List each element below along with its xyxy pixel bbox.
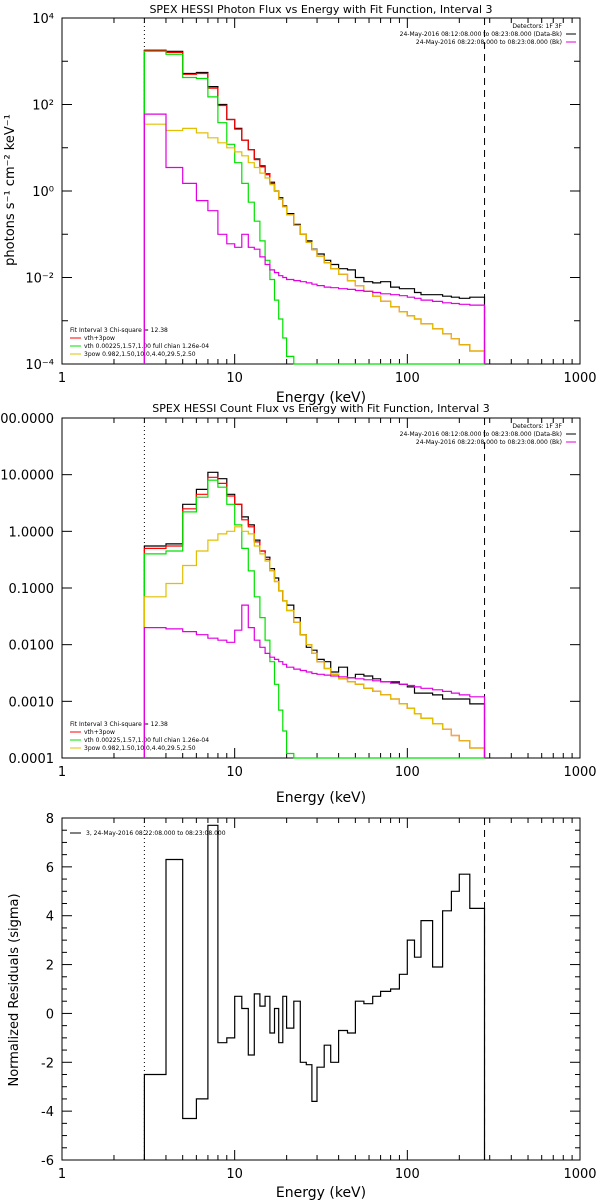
series-data — [143, 824, 486, 1160]
x-tick-label: 1 — [58, 371, 66, 386]
series-background — [143, 113, 486, 364]
x-tick-label: 1000 — [563, 371, 596, 386]
legend-tr-entry: 24-May-2016 08:22:08.000 to 08:23:08.000… — [416, 39, 562, 46]
y-tick-label: 10⁻⁴ — [25, 358, 54, 373]
y-tick-label: 10² — [32, 99, 54, 114]
legend-bl-entry: 3pow 0.982,1.50,10.0,4.40,29.5,2.50 — [84, 351, 196, 358]
y-tick-label: -6 — [41, 1154, 54, 1169]
legend-bl-entry: vth+3pow — [84, 335, 115, 342]
panel1-title: SPEX HESSI Photon Flux vs Energy with Fi… — [149, 3, 492, 16]
legend-tr-entry: 24-May-2016 08:12:08.000 to 08:23:08.000… — [400, 431, 562, 438]
plot-frame — [61, 417, 581, 759]
panel2-xlabel: Energy (keV) — [276, 790, 366, 806]
series-background — [143, 604, 486, 758]
y-tick-label: 0.0100 — [9, 639, 55, 654]
legend-tr-entry: Detectors: 1F 3F — [512, 23, 562, 30]
panel3-xlabel: Energy (keV) — [276, 1185, 366, 1200]
legend-bl-entry: Fit Interval 3 Chi-square = 12.38 — [70, 327, 168, 334]
series-thermal — [143, 50, 485, 365]
y-tick-label: 10⁰ — [32, 185, 54, 200]
plot-frame — [61, 817, 581, 1161]
series-total — [143, 50, 486, 364]
x-tick-label: 1 — [58, 765, 66, 780]
x-tick-label: 1000 — [563, 765, 596, 780]
y-tick-label: 10.0000 — [0, 469, 54, 484]
series-data — [143, 49, 486, 364]
series-nonthermal — [143, 526, 486, 758]
legend-tr-entry: Detectors: 1F 3F — [512, 423, 562, 430]
x-tick-label: 10 — [226, 765, 243, 780]
panel1-xlabel: Energy (keV) — [276, 390, 366, 406]
plot-frame — [61, 17, 581, 365]
y-tick-label: 0.0001 — [9, 752, 55, 767]
panel2-title: SPEX HESSI Count Flux vs Energy with Fit… — [152, 402, 489, 415]
legend-tr-entry: 24-May-2016 08:12:08.000 to 08:23:08.000… — [400, 31, 562, 38]
series-nonthermal — [143, 123, 486, 364]
y-tick-label: 8 — [46, 812, 54, 827]
x-tick-label: 100 — [395, 1167, 420, 1182]
series-total — [143, 476, 486, 758]
legend-bl-entry: 3pow 0.982,1.50,10.0,4.40,29.5,2.50 — [84, 745, 196, 752]
series-thermal — [143, 479, 485, 759]
y-tick-label: 4 — [46, 910, 54, 925]
y-tick-label: 0.0010 — [9, 695, 55, 710]
y-tick-label: -4 — [41, 1105, 54, 1120]
series-data — [143, 471, 486, 758]
legend-bl-entry: Fit Interval 3 Chi-square = 12.38 — [70, 721, 168, 728]
legend-bl-entry: vth 0.00225,1.57,1.00 full chian 1.26e-0… — [84, 343, 209, 350]
y-tick-label: -2 — [41, 1056, 54, 1071]
y-tick-label: 10⁻² — [25, 272, 54, 287]
y-tick-label: 1.0000 — [9, 525, 55, 540]
x-tick-label: 100 — [395, 765, 420, 780]
photon-flux-panel: SPEX HESSI Photon Flux vs Energy with Fi… — [3, 3, 597, 406]
residuals-panel: Energy (keV) Normalized Residuals (sigma… — [7, 812, 597, 1200]
count-flux-panel: SPEX HESSI Count Flux vs Energy with Fit… — [0, 402, 597, 806]
legend-bl-entry: vth+3pow — [84, 729, 115, 736]
y-tick-label: 0.1000 — [9, 582, 55, 597]
x-tick-label: 10 — [226, 1167, 243, 1182]
x-tick-label: 1 — [58, 1167, 66, 1182]
x-tick-label: 100 — [395, 371, 420, 386]
legend-tr-entry: 24-May-2016 08:22:08.000 to 08:23:08.000… — [416, 439, 562, 446]
x-tick-label: 1000 — [563, 1167, 596, 1182]
legend-entry: 3, 24-May-2016 08:22:08.000 to 08:23:08.… — [86, 830, 226, 837]
y-tick-label: 6 — [46, 861, 54, 876]
legend-bl-entry: vth 0.00225,1.57,1.00 full chian 1.26e-0… — [84, 737, 209, 744]
x-tick-label: 10 — [226, 371, 243, 386]
panel1-ylabel: photons s⁻¹ cm⁻² keV⁻¹ — [3, 114, 18, 266]
y-tick-label: 2 — [46, 959, 54, 974]
y-tick-label: 100.0000 — [0, 412, 54, 427]
y-tick-label: 0 — [46, 1007, 54, 1022]
y-tick-label: 10⁴ — [32, 12, 54, 27]
panel3-ylabel: Normalized Residuals (sigma) — [7, 893, 22, 1086]
